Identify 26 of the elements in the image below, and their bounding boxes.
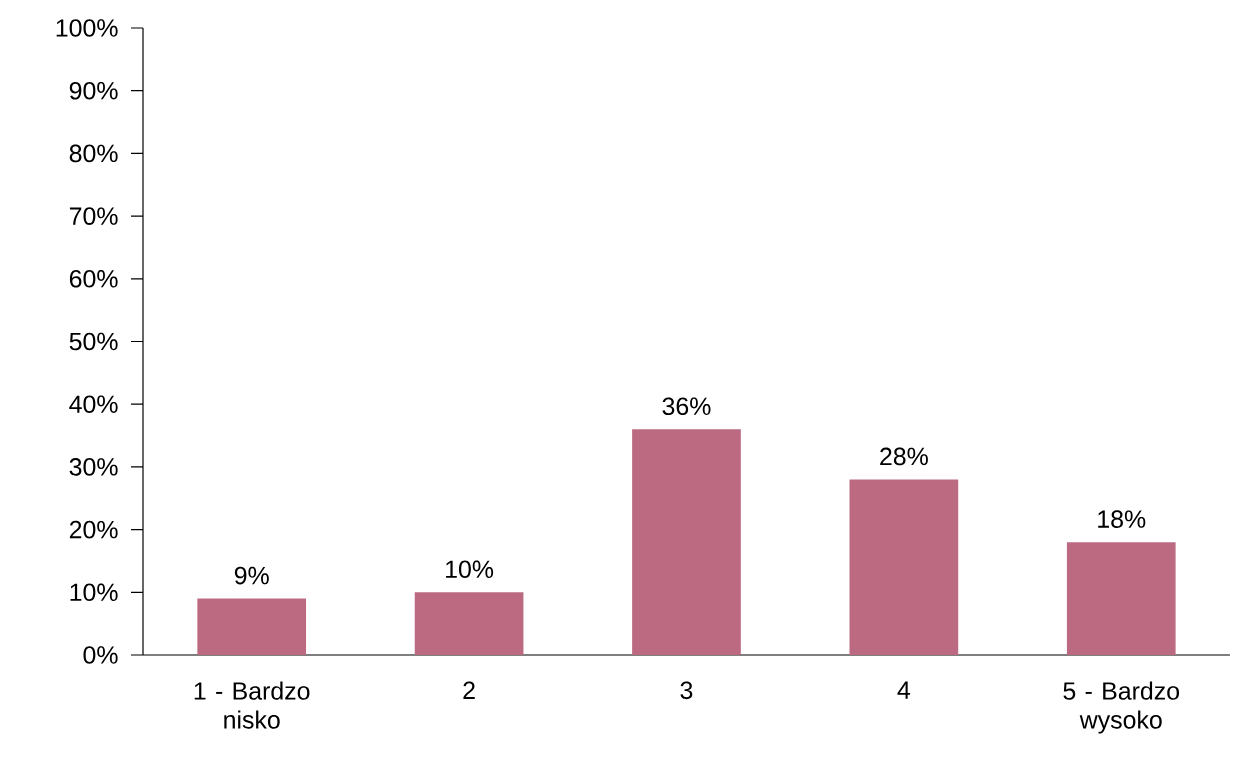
x-tick-label: 5 - Bardzo wysoko [1063,681,1180,734]
bar [1066,542,1176,655]
x-tick-label: 1 - Bardzo nisko [194,681,310,729]
data-label: 18% [1098,510,1146,528]
y-tick-label: 10% [70,583,118,602]
y-tick-label: 0% [83,646,118,664]
bar [849,479,959,655]
x-tick-label: 2 [463,681,475,699]
bar [632,429,741,655]
data-label: 28% [880,447,928,466]
y-tick-label: 30% [69,458,118,476]
y-tick-label: 80% [69,144,118,163]
y-tick-label: 60% [69,269,118,288]
bar [414,592,524,655]
x-tick-label: 4 [897,681,911,699]
bar [197,598,307,655]
data-label: 10% [446,560,494,579]
y-tick-label: 40% [69,395,118,414]
y-tick-label: 70% [69,207,118,225]
y-tick-label: 50% [69,332,118,351]
x-tick-label: 3 [680,681,693,700]
y-tick-label: 20% [69,520,118,539]
y-tick-label: 100% [56,19,118,37]
data-label: 36% [662,397,711,416]
y-tick-label: 90% [69,81,118,100]
data-label: 9% [234,566,269,585]
